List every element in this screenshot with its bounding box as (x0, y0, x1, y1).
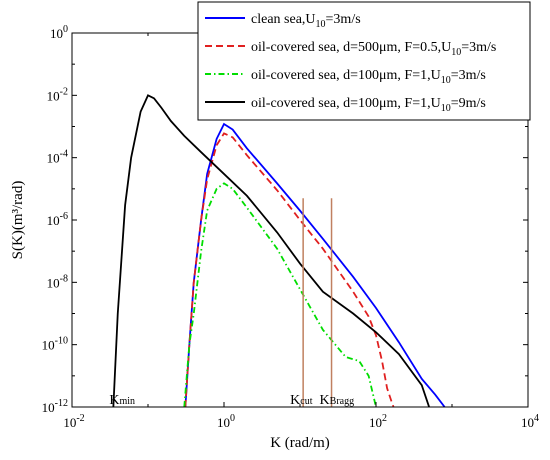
x-tick-label: 102 (369, 413, 387, 430)
y-axis-label: S(K)(m³/rad) (10, 181, 26, 260)
annotation-layer: Kmin Kcut KBragg (109, 393, 354, 408)
y-tick-label: 10-12 (42, 398, 68, 415)
legend: clean sea,U10=3m/s oil-covered sea, d=500… (197, 1, 531, 121)
series-line-2 (184, 132, 395, 407)
legend-label-1: clean sea,U10=3m/s (251, 12, 361, 30)
y-tick-label: 10-6 (47, 211, 68, 228)
series-layer (112, 94, 446, 407)
annotation-k-cut: Kcut (290, 393, 313, 408)
y-tick-label: 10-10 (42, 336, 68, 353)
x-tick-label: 10-2 (63, 413, 84, 430)
series-line-3 (183, 182, 377, 407)
legend-label-3: oil-covered sea, d=100μm, F=1,U10=3m/s (251, 68, 486, 86)
annotation-k-min: Kmin (109, 393, 135, 408)
y-tick-label: 100 (50, 24, 68, 41)
x-tick-label: 100 (217, 413, 235, 430)
legend-label-2: oil-covered sea, d=500μm, F=0.5,U10=3m/s (251, 40, 496, 58)
legend-label-4: oil-covered sea, d=100μm, F=1,U10=9m/s (251, 96, 486, 114)
y-tick-label: 10-8 (47, 273, 68, 290)
y-tick-label: 10-2 (47, 86, 68, 103)
series-line-4 (112, 94, 430, 407)
annotation-k-Bragg: KBragg (320, 393, 355, 408)
x-tick-label: 104 (521, 413, 539, 430)
y-tick-label: 10-4 (47, 149, 68, 166)
marker-layer (302, 198, 333, 407)
x-axis-label: K (rad/m) (270, 435, 330, 451)
legend-box (197, 1, 531, 121)
